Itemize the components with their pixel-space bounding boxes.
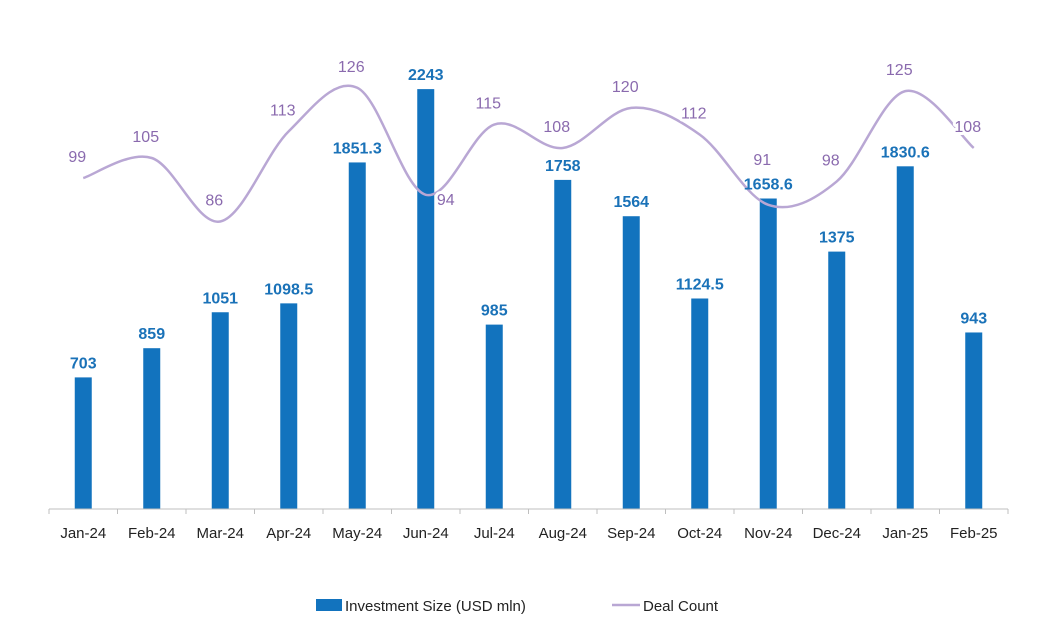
line-value-label: 126	[338, 59, 365, 76]
line-value-label: 112	[681, 106, 707, 123]
x-tick-label: Jan-25	[882, 525, 928, 542]
line-value-label: 99	[68, 149, 86, 166]
line-value-label: 115	[475, 96, 501, 113]
bar-investment	[622, 216, 640, 510]
x-tick-label: Oct-24	[677, 525, 722, 542]
x-tick-label: Feb-24	[128, 525, 176, 542]
x-tick-label: Jun-24	[403, 525, 449, 542]
bar-investment	[554, 179, 572, 509]
legend-label-investment: Investment Size (USD mln)	[345, 598, 526, 615]
line-value-label: 108	[543, 119, 570, 136]
line-value-label: 125	[886, 62, 913, 79]
bar-value-label: 859	[138, 326, 165, 343]
bar-value-label: 1830.6	[881, 144, 930, 161]
line-value-label: 91	[753, 152, 771, 169]
bar-value-label: 1051	[202, 290, 238, 307]
bar-investment	[211, 312, 229, 509]
bar-value-label: 1564	[613, 194, 649, 211]
bar-investment	[417, 89, 435, 509]
line-value-label: 108	[954, 119, 981, 136]
line-value-label: 98	[822, 152, 840, 169]
bar-value-label: 1851.3	[333, 140, 382, 157]
x-tick-label: Dec-24	[813, 525, 861, 542]
line-value-label: 94	[437, 192, 455, 209]
x-tick-label: Aug-24	[539, 525, 587, 542]
bar-value-label: 1758	[545, 158, 581, 175]
bar-investment	[691, 298, 709, 509]
line-deal-count	[82, 84, 975, 223]
x-tick-label: Apr-24	[266, 525, 311, 542]
bar-investment	[965, 332, 983, 509]
legend: Investment Size (USD mln) Deal Count	[316, 598, 719, 615]
legend-label-deal-count: Deal Count	[643, 598, 719, 615]
x-tick-label: Mar-24	[196, 525, 244, 542]
bar-investment	[74, 377, 92, 509]
bars-layer	[74, 89, 983, 510]
line-value-label: 113	[270, 102, 296, 119]
bar-investment	[759, 198, 777, 510]
bar-value-label: 985	[481, 303, 508, 320]
x-axis-ticks: Jan-24 Feb-24 Mar-24 Apr-24 May-24 Jun-24 Jul-…	[48, 509, 1009, 542]
x-tick-label: Jan-24	[60, 525, 106, 542]
x-tick-label: Sep-24	[607, 525, 655, 542]
bar-investment	[143, 348, 161, 509]
data-labels: 703 859 1051 1098.5 1851.3 2243 985 1758 1564 112…	[65, 56, 987, 373]
legend-swatch-investment	[316, 599, 342, 611]
x-tick-label: Jul-24	[474, 525, 515, 542]
bar-value-label: 2243	[408, 67, 444, 84]
bar-value-label: 943	[960, 310, 987, 327]
line-value-label: 120	[612, 79, 639, 96]
line-value-label: 105	[132, 129, 159, 146]
bar-investment	[348, 162, 366, 509]
bar-investment	[828, 251, 846, 509]
bar-investment	[896, 166, 914, 509]
x-tick-label: Feb-25	[950, 525, 998, 542]
bar-value-label: 1375	[819, 230, 855, 247]
bar-value-label: 1124.5	[676, 276, 724, 293]
line-value-label: 86	[205, 193, 223, 210]
bar-value-label: 703	[70, 355, 97, 372]
bar-value-label: 1658.6	[744, 177, 793, 194]
x-tick-label: Nov-24	[744, 525, 792, 542]
x-tick-label: May-24	[332, 525, 382, 542]
bar-value-label: 1098.5	[264, 281, 313, 298]
bar-investment	[485, 324, 503, 509]
line-layer	[82, 84, 975, 223]
bar-investment	[280, 303, 298, 509]
